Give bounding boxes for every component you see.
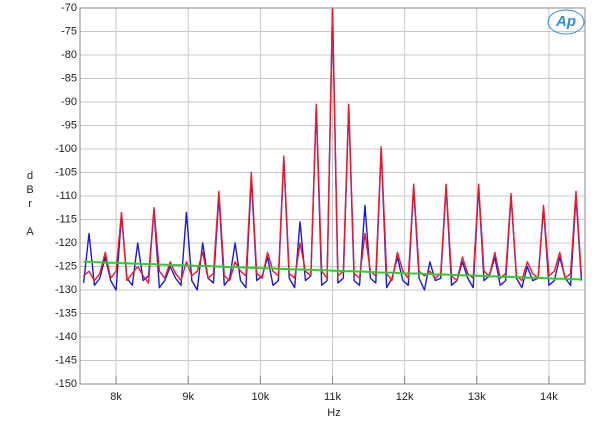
plot-frame xyxy=(79,7,586,385)
y-tick-label: -100 xyxy=(55,143,77,155)
grid xyxy=(80,7,585,385)
x-tick-label: 9k xyxy=(182,391,194,403)
y-tick-label: -115 xyxy=(56,213,77,225)
x-tick-label: 13k xyxy=(468,391,486,403)
y-tick-label: -150 xyxy=(55,378,77,390)
y-tick-label: -145 xyxy=(55,354,77,366)
y-tick-label: -85 xyxy=(61,72,77,84)
y-tick-label: -75 xyxy=(61,25,77,37)
y-tick-label: -140 xyxy=(55,331,77,343)
y-axis-label: dBr A xyxy=(24,170,36,240)
y-tick-label: -125 xyxy=(55,260,77,272)
y-tick-label: -95 xyxy=(61,119,77,131)
y-tick-label: -135 xyxy=(55,307,77,319)
logo: Ap xyxy=(555,13,576,30)
labels: -70 -75 -80 -85 -90 -95 -100 -105 -110 -115 -120 -1… xyxy=(55,2,558,403)
y-tick-label: -110 xyxy=(56,190,77,202)
y-tick-label: -80 xyxy=(61,49,77,61)
x-tick-label: 12k xyxy=(396,391,414,403)
logo-ring xyxy=(547,9,585,35)
x-tick-label: 11k xyxy=(324,391,341,403)
x-tick-label: 10k xyxy=(251,391,269,403)
y-tick-label: -120 xyxy=(55,237,77,249)
x-axis-label: Hz xyxy=(327,407,340,419)
x-tick-label: 8k xyxy=(110,391,122,403)
x-tick-label: 14k xyxy=(540,391,558,403)
series-line xyxy=(83,260,582,281)
y-tick-label: -130 xyxy=(55,284,77,296)
y-tick-label: -105 xyxy=(55,166,77,178)
y-tick-label: -90 xyxy=(61,96,77,108)
y-tick-label: -70 xyxy=(61,2,77,14)
